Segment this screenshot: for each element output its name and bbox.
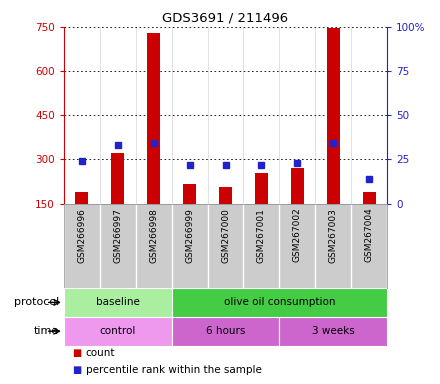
Bar [327,28,340,204]
Bar [255,173,268,204]
Bar [64,317,172,346]
Text: 6 hours: 6 hours [206,326,245,336]
Text: GSM267004: GSM267004 [365,208,374,263]
Text: GSM266998: GSM266998 [149,208,158,263]
Text: GSM267001: GSM267001 [257,208,266,263]
Text: olive oil consumption: olive oil consumption [224,297,335,308]
Text: baseline: baseline [96,297,139,308]
Text: GSM266997: GSM266997 [113,208,122,263]
Bar [111,154,124,204]
Bar [363,192,375,204]
Text: ■: ■ [73,365,82,375]
Text: GSM267002: GSM267002 [293,208,302,263]
Text: time: time [34,326,59,336]
Title: GDS3691 / 211496: GDS3691 / 211496 [162,11,289,24]
Bar [64,288,172,317]
Bar [291,168,304,204]
Bar [147,33,160,204]
Text: 3 weeks: 3 weeks [312,326,355,336]
Bar [172,317,279,346]
Text: GSM266999: GSM266999 [185,208,194,263]
Text: GSM267000: GSM267000 [221,208,230,263]
Text: protocol: protocol [14,297,59,308]
Bar [219,187,232,204]
Text: control: control [99,326,136,336]
Text: count: count [86,348,115,358]
Text: GSM267003: GSM267003 [329,208,338,263]
Text: percentile rank within the sample: percentile rank within the sample [86,365,262,375]
Bar [76,192,88,204]
Bar [183,184,196,204]
Bar [279,317,387,346]
Text: GSM266996: GSM266996 [77,208,86,263]
Bar [172,288,387,317]
Text: ■: ■ [73,348,82,358]
